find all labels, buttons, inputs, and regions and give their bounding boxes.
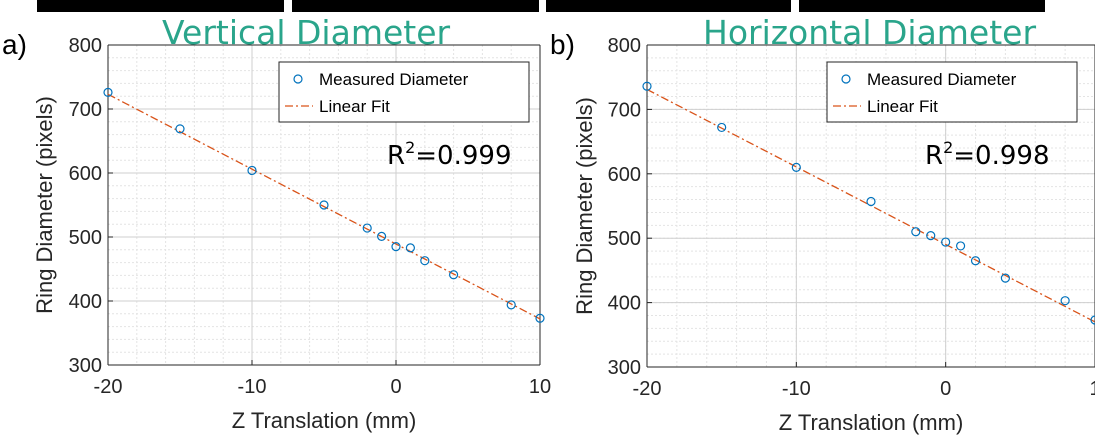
r-squared-annotation: R2=0.999: [387, 138, 512, 171]
legend-label: Linear Fit: [319, 97, 390, 116]
chart-title: Horizontal Diameter: [703, 13, 1037, 52]
x-axis-label: Z Translation (mm): [232, 408, 417, 433]
chart-svg: -20 -10 0 10 300 400 500 600 700 800 Z Translation…: [32, 35, 551, 433]
legend-marker-icon: [841, 74, 851, 84]
measured-point: [175, 124, 185, 134]
x-axis-label: Z Translation (mm): [779, 410, 964, 435]
measured-point: [362, 223, 372, 233]
chart-panel-b: b) -20 -10 0 1 300 400 500 600 700 800 Z Translatio…: [548, 0, 1095, 441]
x-tick-label: -10: [782, 378, 811, 400]
header-bar-3: [546, 0, 791, 12]
r-squared-annotation: R2=0.998: [925, 138, 1050, 171]
chart-panel-a: a) -20 -10 0 10 300 400 500 600 700 800 Z Translati…: [2, 13, 551, 433]
y-tick-label: 500: [69, 227, 102, 249]
measured-point: [319, 200, 329, 210]
y-tick-label: 600: [608, 164, 641, 186]
legend-marker-icon: [293, 74, 303, 84]
legend-label: Measured Diameter: [867, 70, 1017, 89]
measured-point: [926, 231, 936, 241]
x-tick-label: -20: [94, 376, 123, 398]
measured-point: [506, 300, 516, 310]
y-tick-label: 400: [69, 291, 102, 313]
panel-label: a): [2, 29, 27, 60]
x-tick-label: 0: [390, 376, 401, 398]
measured-point: [791, 162, 801, 172]
chart-title: Vertical Diameter: [162, 13, 451, 52]
legend-label: Linear Fit: [867, 97, 938, 116]
r-squared-prefix: R: [925, 141, 944, 171]
chart-svg: -20 -10 0 1 300 400 500 600 700 800 Z Translation …: [572, 35, 1095, 435]
y-tick-label: 800: [69, 35, 102, 57]
x-tick-label: -20: [633, 378, 662, 400]
measured-point: [420, 256, 430, 266]
legend-box: [278, 61, 530, 123]
measured-point: [1060, 296, 1070, 306]
header-bar-1: [37, 0, 284, 12]
r-squared-superscript: 2: [943, 138, 954, 157]
y-axis-label: Ring Diameter (pixels): [572, 97, 597, 315]
measured-point: [391, 242, 401, 252]
r-squared-value: =0.999: [415, 141, 512, 171]
y-tick-label: 700: [608, 99, 641, 121]
measured-point: [1090, 315, 1095, 325]
y-tick-label: 700: [69, 99, 102, 121]
y-tick-label: 500: [608, 228, 641, 250]
y-axis-label: Ring Diameter (pixels): [32, 96, 57, 314]
r-squared-superscript: 2: [405, 138, 416, 157]
r-squared-prefix: R: [387, 141, 406, 171]
measured-point: [956, 241, 966, 251]
y-tick-label: 400: [608, 293, 641, 315]
panel-label: b): [550, 29, 575, 60]
legend-label: Measured Diameter: [319, 70, 469, 89]
header-bar-4: [799, 0, 1045, 12]
r-squared-value: =0.998: [953, 141, 1050, 171]
measured-point: [941, 237, 951, 247]
measured-point: [449, 270, 459, 280]
y-tick-label: 300: [69, 355, 102, 377]
measured-point: [642, 81, 652, 91]
x-tick-label: 0: [940, 378, 951, 400]
measured-point: [717, 122, 727, 133]
y-tick-label: 800: [608, 35, 641, 57]
measured-point: [535, 313, 545, 323]
header-bar-2: [292, 0, 539, 12]
x-tick-label: -10: [238, 376, 267, 398]
y-tick-label: 600: [69, 163, 102, 185]
measured-point: [405, 243, 415, 253]
measured-point: [1000, 273, 1010, 283]
y-tick-label: 300: [608, 357, 641, 379]
measured-point: [866, 196, 876, 207]
measured-point: [247, 165, 257, 176]
measured-point: [377, 231, 387, 241]
x-tick-label: 10: [529, 376, 551, 398]
measured-point: [911, 227, 921, 237]
measured-point: [970, 256, 981, 266]
measured-point: [103, 87, 113, 97]
linear-fit-line: [107, 93, 541, 320]
x-tick-label: 1: [1089, 378, 1095, 400]
legend-box: [826, 61, 1078, 123]
